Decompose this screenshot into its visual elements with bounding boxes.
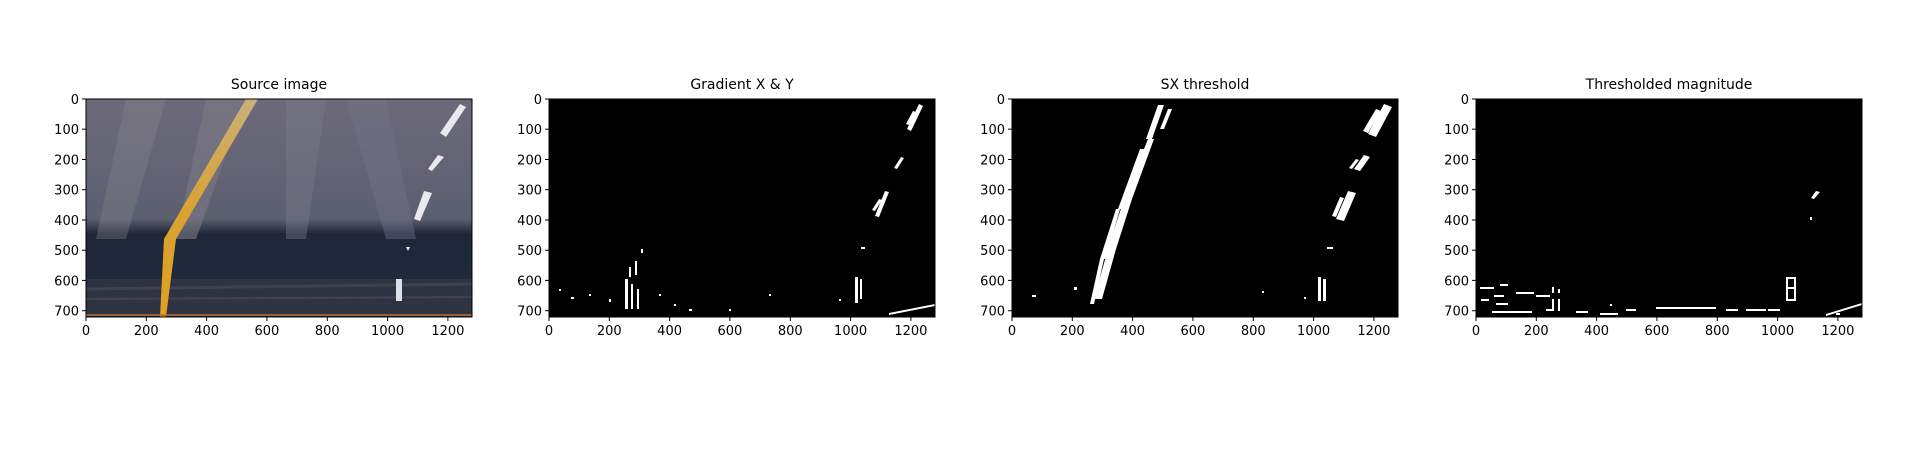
- x-axis: 0 200 400 600 800 1000 1200: [1472, 317, 1854, 339]
- x-tick-label: 1000: [371, 324, 404, 339]
- x-tick-label: 600: [254, 324, 279, 339]
- sx-threshold-image: [1012, 99, 1398, 317]
- x-tick-label: 600: [717, 324, 742, 339]
- panel-title: SX threshold: [1161, 77, 1250, 93]
- y-axis: 0 100 200 300 400 500 600 700: [517, 93, 549, 320]
- source-image: [86, 99, 472, 317]
- y-tick-label: 100: [54, 123, 79, 138]
- x-axis: 0 200 400 600 800 1000 1200: [545, 317, 927, 339]
- x-tick-label: 1200: [1821, 324, 1854, 339]
- panel-thresholded-magnitude: Thresholded magnitude: [1444, 77, 1863, 339]
- y-tick-label: 0: [997, 93, 1005, 108]
- x-tick-label: 800: [1241, 324, 1266, 339]
- x-tick-label: 800: [778, 324, 803, 339]
- y-tick-label: 100: [980, 123, 1005, 138]
- x-tick-label: 1200: [431, 324, 464, 339]
- x-tick-label: 800: [315, 324, 340, 339]
- y-tick-label: 600: [980, 274, 1005, 289]
- y-tick-label: 100: [1444, 123, 1469, 138]
- y-tick-label: 100: [517, 123, 542, 138]
- y-tick-label: 300: [54, 184, 79, 199]
- y-tick-label: 200: [54, 154, 79, 169]
- x-tick-label: 400: [1120, 324, 1145, 339]
- y-tick-label: 0: [71, 93, 79, 108]
- x-tick-label: 400: [1584, 324, 1609, 339]
- y-tick-label: 400: [1444, 214, 1469, 229]
- y-tick-label: 0: [1461, 93, 1469, 108]
- y-tick-label: 200: [1444, 154, 1469, 169]
- y-tick-label: 300: [1444, 184, 1469, 199]
- y-tick-label: 700: [1444, 305, 1469, 320]
- panel-source: Source image: [54, 77, 473, 339]
- y-tick-label: 400: [517, 214, 542, 229]
- y-tick-label: 0: [534, 93, 542, 108]
- x-tick-label: 1200: [894, 324, 927, 339]
- panel-gradient: Gradient X & Y: [517, 77, 936, 339]
- x-tick-label: 200: [134, 324, 159, 339]
- panel-sx-threshold: SX threshold: [980, 77, 1399, 339]
- y-tick-label: 400: [980, 214, 1005, 229]
- y-tick-label: 700: [517, 305, 542, 320]
- x-tick-label: 0: [82, 324, 90, 339]
- x-tick-label: 600: [1644, 324, 1669, 339]
- y-tick-label: 500: [980, 244, 1005, 259]
- y-axis: 0 100 200 300 400 500 600 700: [54, 93, 86, 320]
- magnitude-image: [1476, 99, 1862, 317]
- x-tick-label: 1000: [1761, 324, 1794, 339]
- x-tick-label: 800: [1705, 324, 1730, 339]
- panel-title: Gradient X & Y: [690, 77, 794, 93]
- x-tick-label: 1000: [1297, 324, 1330, 339]
- y-tick-label: 600: [54, 274, 79, 289]
- x-tick-label: 1200: [1357, 324, 1390, 339]
- y-tick-label: 500: [54, 244, 79, 259]
- y-tick-label: 500: [1444, 244, 1469, 259]
- y-tick-label: 200: [980, 154, 1005, 169]
- x-tick-label: 200: [597, 324, 622, 339]
- gradient-image: [549, 99, 935, 317]
- y-axis: 0 100 200 300 400 500 600 700: [980, 93, 1012, 320]
- panel-title: Thresholded magnitude: [1585, 77, 1753, 93]
- y-tick-label: 200: [517, 154, 542, 169]
- x-tick-label: 600: [1180, 324, 1205, 339]
- x-tick-label: 400: [657, 324, 682, 339]
- y-axis: 0 100 200 300 400 500 600 700: [1444, 93, 1476, 320]
- x-axis: 0 200 400 600 800 1000 1200: [1008, 317, 1390, 339]
- x-tick-label: 0: [545, 324, 553, 339]
- y-tick-label: 700: [54, 305, 79, 320]
- y-tick-label: 600: [1444, 274, 1469, 289]
- x-tick-label: 0: [1472, 324, 1480, 339]
- y-tick-label: 500: [517, 244, 542, 259]
- y-tick-label: 700: [980, 305, 1005, 320]
- x-tick-label: 200: [1060, 324, 1085, 339]
- x-tick-label: 0: [1008, 324, 1016, 339]
- x-tick-label: 200: [1524, 324, 1549, 339]
- y-tick-label: 600: [517, 274, 542, 289]
- x-tick-label: 400: [194, 324, 219, 339]
- x-tick-label: 1000: [834, 324, 867, 339]
- panel-title: Source image: [231, 77, 327, 93]
- y-tick-label: 300: [517, 184, 542, 199]
- x-axis: 0 200 400 600 800 1000 1200: [82, 317, 464, 339]
- y-tick-label: 300: [980, 184, 1005, 199]
- y-tick-label: 400: [54, 214, 79, 229]
